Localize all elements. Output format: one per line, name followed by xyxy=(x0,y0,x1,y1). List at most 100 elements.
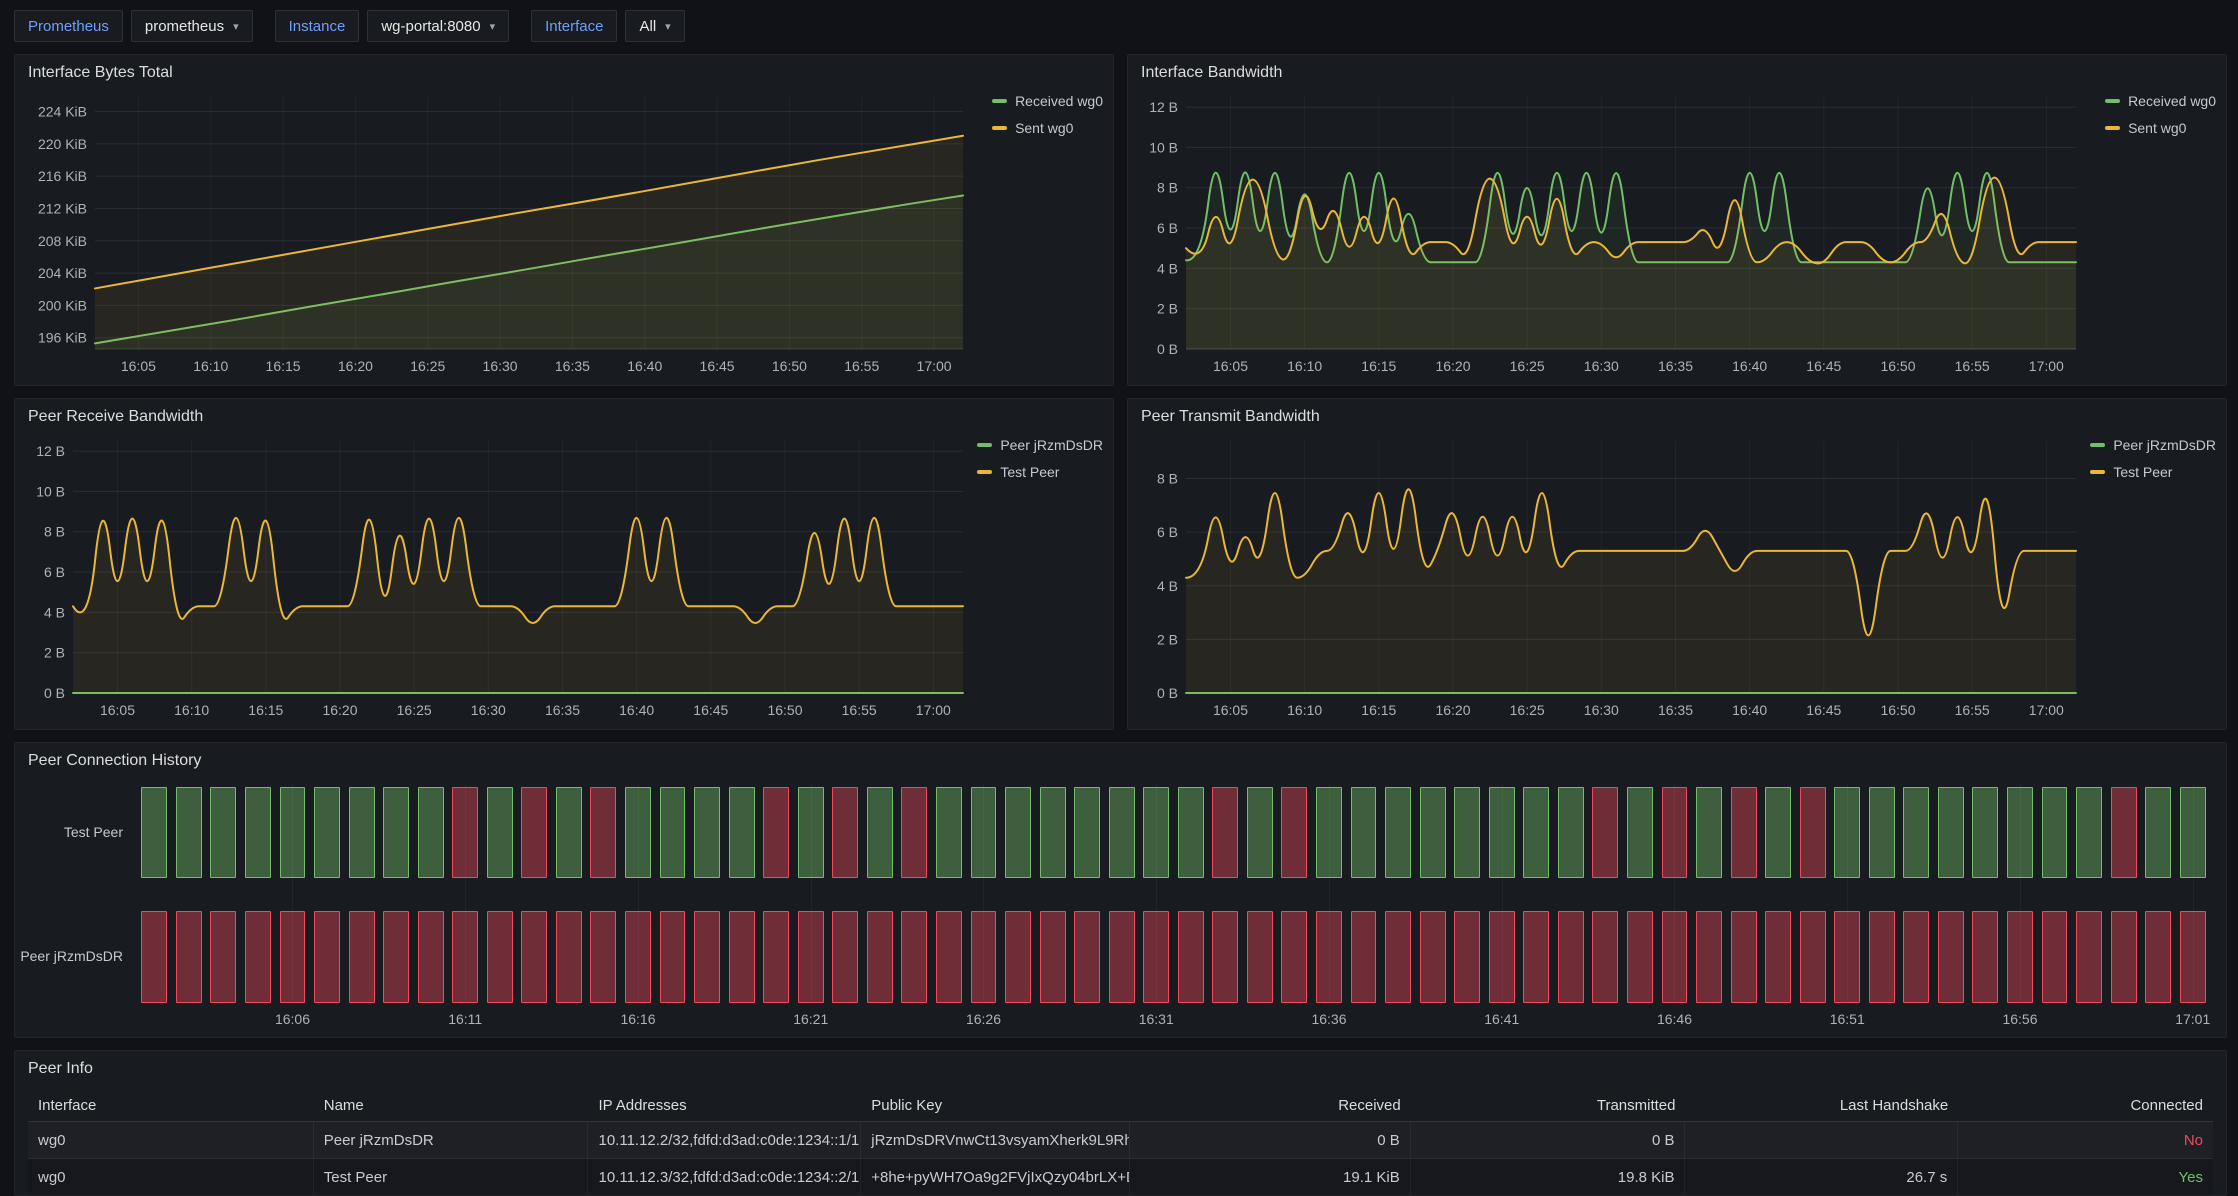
status-bar-disconnected xyxy=(1972,911,1999,1003)
interface-select[interactable]: All ▾ xyxy=(625,10,685,42)
table-cell-received: 19.1 KiB xyxy=(1130,1159,1411,1195)
legend-item-peer-jrzmdsdr[interactable]: Peer jRzmDsDR xyxy=(977,437,1103,453)
history-x-tick: 16:46 xyxy=(1656,1011,1692,1027)
legend-item-sent-wg0[interactable]: Sent wg0 xyxy=(992,120,1103,136)
table-row: wg0 Test Peer 10.11.12.3/32,fdfd:d3ad:c0de… xyxy=(28,1158,2213,1195)
status-bar-disconnected xyxy=(1730,787,1757,878)
svg-text:16:05: 16:05 xyxy=(100,702,135,718)
svg-text:16:20: 16:20 xyxy=(338,358,373,374)
status-bar-connected xyxy=(1696,787,1722,878)
table-cell-ip-addresses: 10.11.12.3/32,fdfd:d3ad:c0de:1234::2/128 xyxy=(588,1159,862,1195)
status-bar-connected xyxy=(175,787,202,878)
svg-text:16:30: 16:30 xyxy=(471,702,506,718)
status-bar-disconnected xyxy=(763,911,790,1003)
datasource-select[interactable]: prometheus ▾ xyxy=(130,10,253,42)
panel-title[interactable]: Peer Info xyxy=(28,1060,93,1077)
panel-title[interactable]: Peer Transmit Bandwidth xyxy=(1141,408,1320,425)
chart-legend: Received wg0 Sent wg0 xyxy=(2105,93,2216,136)
history-gridline xyxy=(2192,783,2194,1001)
status-bar-disconnected xyxy=(2145,911,2172,1003)
svg-text:0 B: 0 B xyxy=(1157,685,1178,701)
history-x-tick: 16:56 xyxy=(2002,1011,2038,1027)
history-gridline xyxy=(1674,783,1676,1001)
column-header-connected[interactable]: Connected xyxy=(2130,1096,2203,1114)
status-bar-connected xyxy=(141,787,168,878)
column-header-received[interactable]: Received xyxy=(1338,1096,1401,1114)
datasource-value: prometheus xyxy=(144,17,225,35)
column-header-name[interactable]: Name xyxy=(323,1096,364,1114)
status-bar-disconnected xyxy=(452,787,479,878)
svg-text:16:10: 16:10 xyxy=(174,702,209,718)
status-bar-connected xyxy=(1316,787,1342,878)
status-bar-disconnected xyxy=(244,911,271,1003)
svg-text:16:40: 16:40 xyxy=(627,358,662,374)
status-bar-disconnected xyxy=(279,911,306,1003)
status-bar-connected xyxy=(555,787,582,878)
history-gridline xyxy=(465,783,467,1001)
status-bar-connected xyxy=(348,787,375,878)
panel-title[interactable]: Peer Receive Bandwidth xyxy=(28,408,204,425)
column-header-last-handshake[interactable]: Last Handshake xyxy=(1839,1096,1949,1114)
legend-item-test-peer[interactable]: Test Peer xyxy=(977,464,1103,480)
status-bar-disconnected xyxy=(1316,911,1342,1003)
status-bar-disconnected xyxy=(797,911,824,1003)
status-bar-connected xyxy=(625,787,651,878)
svg-text:16:55: 16:55 xyxy=(1955,358,1990,374)
svg-text:196 KiB: 196 KiB xyxy=(38,330,87,346)
table-cell-ip-addresses: 10.11.12.2/32,fdfd:d3ad:c0de:1234::1/128 xyxy=(588,1122,862,1158)
status-bar-disconnected xyxy=(1419,911,1446,1003)
svg-text:16:45: 16:45 xyxy=(700,358,735,374)
table-cell-public-key: jRzmDsDRVnwCt13vsyamXherk9L9RhR xyxy=(861,1122,1130,1158)
svg-text:16:45: 16:45 xyxy=(693,702,728,718)
legend-swatch-icon xyxy=(992,126,1008,130)
legend-swatch-icon xyxy=(2105,126,2121,130)
legend-swatch-icon xyxy=(977,443,993,447)
status-bar-disconnected xyxy=(521,911,548,1003)
legend-item-received-wg0[interactable]: Received wg0 xyxy=(992,93,1103,109)
column-header-public-key[interactable]: Public Key xyxy=(871,1096,943,1114)
status-bar-disconnected xyxy=(1937,911,1964,1003)
panel-title[interactable]: Interface Bandwidth xyxy=(1141,64,1283,81)
status-bar-connected xyxy=(2076,787,2103,878)
column-header-ip-addresses[interactable]: IP Addresses xyxy=(598,1096,687,1114)
svg-text:16:20: 16:20 xyxy=(1435,702,1470,718)
svg-text:16:35: 16:35 xyxy=(545,702,580,718)
status-bar-disconnected xyxy=(348,911,375,1003)
column-header-transmitted[interactable]: Transmitted xyxy=(1596,1096,1676,1114)
status-bar-disconnected xyxy=(1177,911,1204,1003)
svg-text:16:30: 16:30 xyxy=(1584,702,1619,718)
legend-item-received-wg0[interactable]: Received wg0 xyxy=(2105,93,2216,109)
svg-text:12 B: 12 B xyxy=(1149,99,1178,115)
instance-select[interactable]: wg-portal:8080 ▾ xyxy=(367,10,510,42)
chart-canvas: 0 B 2 B 4 B 6 B 8 B 10 B 12 B 16:05 16:10 16:15 16… xyxy=(1149,97,2077,374)
svg-text:16:15: 16:15 xyxy=(1361,358,1396,374)
legend-label: Test Peer xyxy=(1000,464,1060,480)
status-bar-connected xyxy=(1488,787,1515,878)
status-bar-connected xyxy=(1385,787,1412,878)
status-bar-disconnected xyxy=(1799,787,1826,878)
panel-interface-bandwidth: Interface Bandwidth 0 B 2 B 4 B 6 B 8 B 10 B 1… xyxy=(1127,54,2227,386)
column-header-interface[interactable]: Interface xyxy=(38,1096,97,1114)
legend-item-sent-wg0[interactable]: Sent wg0 xyxy=(2105,120,2216,136)
status-bar-disconnected xyxy=(2110,787,2137,878)
svg-text:16:05: 16:05 xyxy=(1213,702,1248,718)
panel-title[interactable]: Interface Bytes Total xyxy=(28,64,173,81)
status-bar-disconnected xyxy=(1488,911,1515,1003)
table-cell-received: 0 B xyxy=(1130,1122,1411,1158)
table-cell-interface: wg0 xyxy=(28,1122,314,1158)
svg-text:16:45: 16:45 xyxy=(1806,702,1841,718)
panel-title[interactable]: Peer Connection History xyxy=(28,752,202,769)
svg-text:16:05: 16:05 xyxy=(121,358,156,374)
legend-item-test-peer[interactable]: Test Peer xyxy=(2090,464,2216,480)
svg-text:16:40: 16:40 xyxy=(1732,358,1767,374)
status-bar-connected xyxy=(866,787,893,878)
legend-item-peer-jrzmdsdr[interactable]: Peer jRzmDsDR xyxy=(2090,437,2216,453)
svg-text:16:40: 16:40 xyxy=(1732,702,1767,718)
chevron-down-icon: ▾ xyxy=(665,20,671,33)
status-bar-disconnected xyxy=(832,911,859,1003)
chevron-down-icon: ▾ xyxy=(489,20,496,33)
status-bar-connected xyxy=(1039,787,1066,878)
svg-text:16:35: 16:35 xyxy=(1658,702,1693,718)
svg-text:10 B: 10 B xyxy=(1149,139,1178,155)
history-gridline xyxy=(637,783,639,1001)
